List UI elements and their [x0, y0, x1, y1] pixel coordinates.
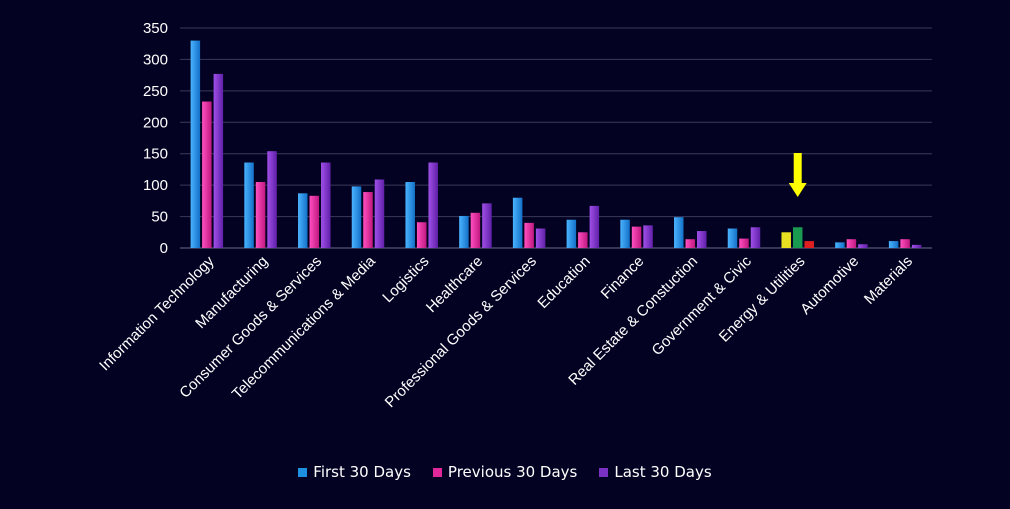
bar-first: [405, 182, 415, 248]
bar-first: [620, 219, 630, 248]
bar-previous: [739, 238, 749, 248]
y-tick-label: 300: [143, 51, 168, 68]
y-tick-label: 200: [143, 114, 168, 131]
bar-last: [213, 73, 224, 248]
legend-item-last: Last 30 Days: [599, 463, 712, 481]
bar-previous: [578, 232, 588, 248]
bar-first: [190, 40, 201, 249]
y-axis-ticks: 0 50 100 150 200 250 300 350: [143, 20, 168, 257]
bar-first: [888, 241, 899, 248]
bar-previous: [792, 227, 803, 248]
y-tick-label: 50: [151, 209, 168, 226]
legend-swatch-previous: [432, 467, 442, 477]
bar-first: [459, 215, 469, 248]
bar-last: [643, 225, 653, 248]
bar-last: [911, 244, 922, 248]
bar-previous: [846, 239, 857, 248]
bar-previous: [524, 222, 534, 248]
annotations: [788, 153, 807, 197]
legend: First 30 Days Previous 30 Days Last 30 D…: [0, 463, 1010, 481]
y-tick-label: 250: [143, 83, 168, 100]
legend-item-first: First 30 Days: [298, 463, 411, 481]
legend-label-previous: Previous 30 Days: [447, 463, 578, 481]
x-tick-label: Materials: [861, 253, 916, 308]
legend-swatch-last: [599, 467, 609, 477]
bar-first: [298, 193, 308, 248]
highlight-arrow: [788, 153, 807, 197]
bar-first: [674, 217, 684, 248]
x-tick-label: Automotive: [797, 253, 862, 318]
y-tick-label: 100: [143, 177, 168, 194]
bar-previous: [309, 195, 320, 248]
y-tick-label: 0: [160, 240, 168, 257]
bar-previous: [255, 182, 266, 248]
y-tick-label: 150: [143, 146, 168, 163]
bar-last: [589, 205, 600, 248]
y-tick-label: 350: [143, 20, 168, 37]
x-axis-labels: Information TechnologyManufacturingConsu…: [96, 252, 916, 411]
x-tick-label: Education: [534, 253, 593, 312]
bar-previous: [900, 239, 910, 248]
legend-item-previous: Previous 30 Days: [432, 463, 578, 481]
bar-previous: [363, 192, 373, 248]
bar-last: [750, 227, 761, 248]
bars: [190, 40, 922, 249]
bar-previous: [470, 212, 481, 248]
bar-last: [374, 179, 385, 248]
bar-last: [267, 151, 277, 248]
bar-last: [858, 244, 868, 248]
bar-first: [566, 219, 577, 248]
bar-previous: [202, 101, 212, 249]
bar-last: [697, 231, 707, 248]
bar-previous: [416, 222, 427, 248]
bar-last: [804, 241, 814, 248]
legend-label-first: First 30 Days: [313, 463, 411, 481]
bar-last: [428, 162, 438, 248]
bar-first: [512, 197, 523, 248]
x-tick-label: Government & Civic: [648, 252, 755, 359]
bar-last: [321, 162, 331, 248]
bar-first: [727, 228, 738, 248]
bar-first: [244, 162, 254, 248]
bar-first: [781, 232, 791, 248]
bar-last: [535, 228, 546, 248]
bar-last: [482, 203, 492, 248]
bar-first: [351, 186, 362, 248]
bar-previous: [685, 239, 696, 248]
grid-lines: [180, 27, 932, 249]
legend-label-last: Last 30 Days: [614, 463, 712, 481]
bar-first: [835, 242, 845, 248]
legend-swatch-first: [298, 467, 308, 477]
x-tick-label: Finance: [598, 253, 648, 303]
x-tick-label: Logistics: [379, 253, 432, 306]
bar-previous: [631, 226, 642, 248]
